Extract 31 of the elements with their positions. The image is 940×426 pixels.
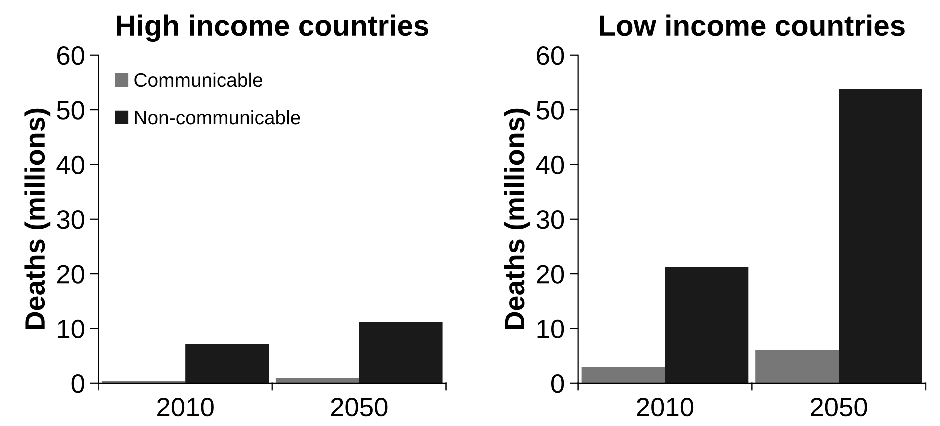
y-tick-label: 60 [57,46,84,66]
y-tick-label: 20 [57,265,84,284]
y-tick-label: 0 [72,374,84,394]
bar [276,378,360,384]
y-tick-label: 50 [536,101,564,120]
y-tick-label: 30 [57,210,84,230]
y-tick-label: 10 [538,320,564,339]
chart-title: Low income countries [600,14,905,36]
bar [839,89,922,384]
x-tick-label: 2010 [158,398,214,417]
x-tick-label: 2050 [810,398,868,417]
bar [665,266,749,384]
legend-label: Non-communicable [135,110,300,125]
y-tick-label: 50 [57,101,84,120]
legend-label: Communicable [134,72,263,88]
chart-title: High income countries [117,14,428,42]
bar [582,368,666,384]
y-tick-label: 20 [537,265,564,284]
bar [359,322,443,384]
x-tick-label: 2010 [637,398,694,417]
bar [756,350,840,384]
y-tick-label: 40 [536,156,564,175]
y-tick-label: 0 [552,374,564,394]
bar [186,344,270,384]
x-tick-label: 2050 [331,398,388,417]
y-axis-title: Deaths (millions) [504,108,530,330]
y-tick-label: 30 [536,210,564,230]
y-tick-label: 10 [58,320,84,339]
y-tick-label: 60 [537,46,564,66]
y-axis-title: Deaths (millions) [24,108,51,330]
y-tick-label: 40 [56,156,84,175]
